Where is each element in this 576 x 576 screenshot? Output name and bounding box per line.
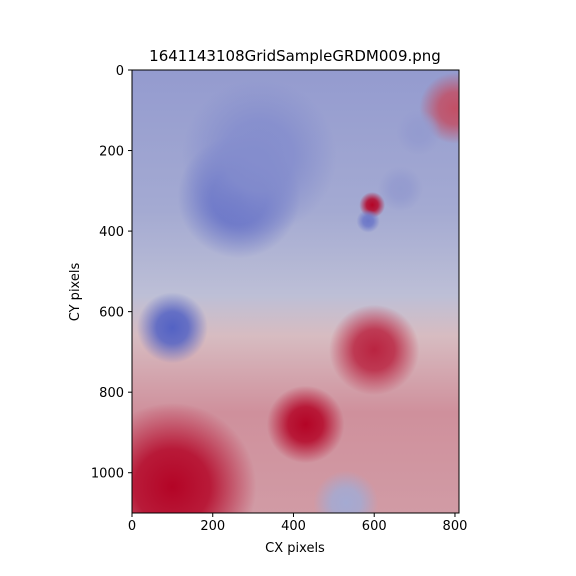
x-tick-label: 600 bbox=[362, 519, 387, 534]
x-axis-label: CX pixels bbox=[265, 541, 325, 556]
chart-title: 1641143108GridSampleGRDM009.png bbox=[149, 47, 441, 65]
heatmap-hotspot bbox=[356, 209, 380, 233]
heatmap-plot-area bbox=[132, 70, 459, 513]
x-tick-label: 800 bbox=[443, 519, 468, 534]
heatmap-hotspot bbox=[377, 166, 424, 212]
x-tick-label: 0 bbox=[128, 519, 136, 534]
y-axis-ticks: 0 200 400 600 800 1000 bbox=[91, 64, 132, 482]
y-tick-label: 200 bbox=[99, 145, 124, 160]
heatmap-hotspot bbox=[396, 109, 442, 156]
y-tick-label: 800 bbox=[99, 386, 124, 401]
y-tick-label: 400 bbox=[99, 225, 124, 240]
y-axis-label: CY pixels bbox=[68, 263, 83, 322]
heatmap-hotspot bbox=[266, 385, 345, 464]
plot-frame bbox=[131, 69, 460, 514]
heatmap-hotspot bbox=[132, 402, 257, 513]
x-tick-label: 200 bbox=[200, 519, 225, 534]
y-tick-label: 600 bbox=[99, 306, 124, 321]
x-tick-label: 400 bbox=[281, 519, 306, 534]
y-tick-label: 0 bbox=[116, 64, 124, 79]
y-tick-label: 1000 bbox=[91, 467, 124, 482]
heatmap-hotspot bbox=[136, 292, 208, 364]
heatmap-hotspot bbox=[313, 470, 379, 513]
heatmap-hotspot bbox=[181, 79, 337, 235]
x-axis-ticks: 0 200 400 600 800 bbox=[128, 513, 468, 534]
heatmap-hotspot bbox=[329, 304, 420, 396]
